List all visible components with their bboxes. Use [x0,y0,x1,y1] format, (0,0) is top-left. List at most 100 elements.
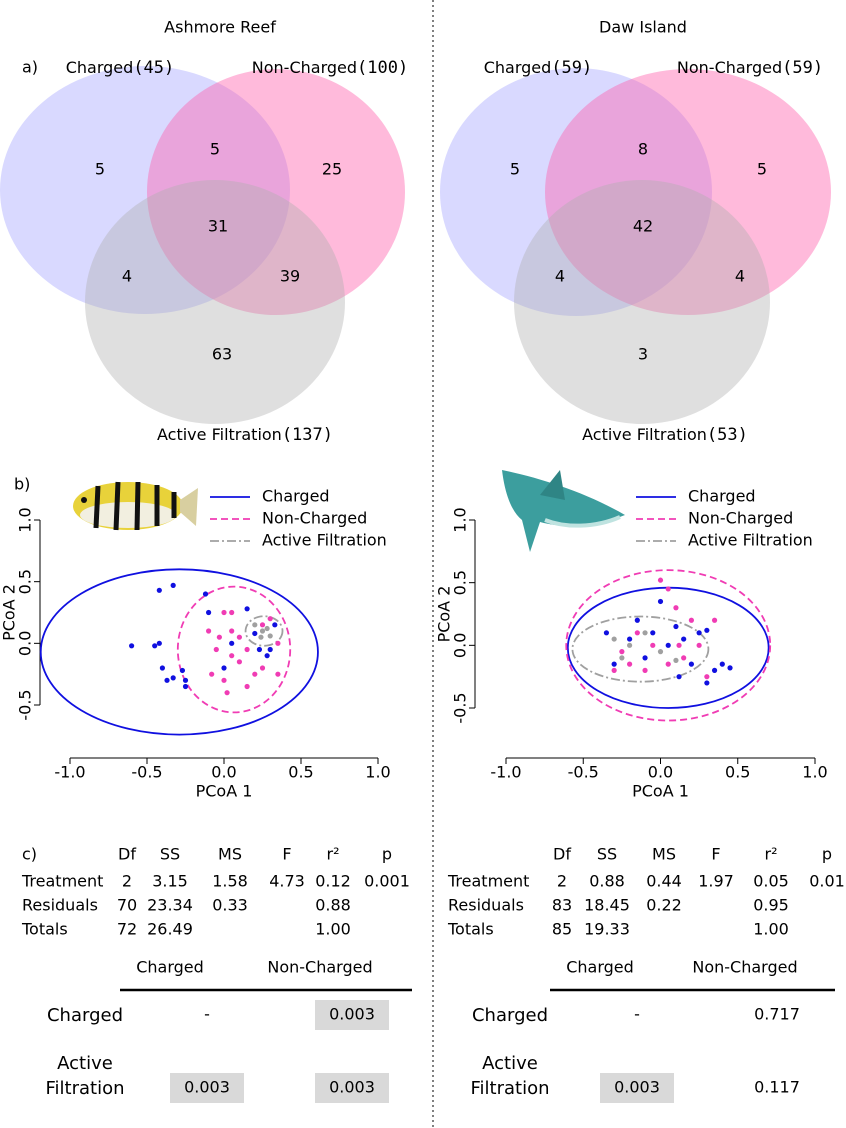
point [129,643,134,648]
point [160,665,165,670]
point [666,586,671,591]
point [171,583,176,588]
point [252,672,257,677]
panel-label: a) [22,58,38,77]
y-axis-label: PCoA 2 [0,584,19,641]
x-tick-label: -1.0 [54,763,85,782]
table-header: p [382,845,392,864]
table-header: p [822,845,832,864]
venn-count: 5 [95,160,105,179]
point [217,635,222,640]
point [171,675,176,680]
x-tick-label: 1.0 [365,763,390,782]
venn-count: 25 [322,160,342,179]
point [265,653,270,658]
table-cell: 1.00 [315,920,351,939]
venn-set-label: Active Filtration(137) [157,425,333,446]
table-cell: 19.33 [584,920,630,939]
point [268,616,273,621]
group-ellipse [41,569,318,734]
table-row-label: Residuals [448,896,524,915]
point [180,668,185,673]
set-count: (59) [551,58,592,78]
point [157,588,162,593]
point [245,647,250,652]
x-tick-label: -0.5 [568,763,599,782]
venn-count: 3 [638,345,648,364]
point [229,628,234,633]
pairwise-header: Charged [566,958,634,977]
table-cell: 0.001 [364,872,410,891]
table-cell: 2 [557,872,567,891]
y-tick-label: 1.0 [16,507,35,532]
table-cell: 0.88 [315,896,351,915]
point [214,647,219,652]
point [627,636,632,641]
pairwise-cell: 0.003 [329,1005,375,1024]
x-tick-label: -0.5 [131,763,162,782]
point [681,655,686,660]
pairwise-cell: 0.117 [754,1078,800,1097]
table-cell: 85 [552,920,572,939]
point [689,662,694,667]
point [183,684,188,689]
point [650,630,655,635]
table-cell: 0.01 [809,872,845,891]
point [658,599,663,604]
table-header: F [282,845,291,864]
point [164,678,169,683]
point [635,618,640,623]
pairwise-row-label: Active Filtration [455,1051,565,1101]
point [704,628,709,633]
legend-label: Active Filtration [688,531,813,550]
table-cell: 1.00 [753,920,789,939]
table-cell: 72 [117,920,137,939]
point [676,674,681,679]
x-axis-label: PCoA 1 [632,782,689,801]
point [260,628,265,633]
set-count: (45) [133,58,174,78]
table-row-label: Residuals [22,896,98,915]
venn-count: 4 [735,267,745,286]
table-header: SS [597,845,617,864]
table-header: F [711,845,720,864]
point [658,578,663,583]
point [712,618,717,623]
shark-illustration [502,470,625,552]
y-tick-label: -0.5 [451,692,470,723]
point [265,626,270,631]
point [157,641,162,646]
point [268,633,273,638]
venn-set-label: Charged(59) [484,58,593,79]
pairwise-header: Non-Charged [692,958,797,977]
legend-label: Non-Charged [688,509,793,528]
point [627,662,632,667]
point [237,635,242,640]
legend-label: Active Filtration [262,531,387,550]
site-title: Ashmore Reef [164,18,276,37]
point [275,641,280,646]
table-cell: 1.97 [698,872,734,891]
table-cell: 83 [552,896,572,915]
point [206,610,211,615]
set-name: Charged [484,58,552,77]
table-row-label: Treatment [447,872,529,891]
point [245,684,250,689]
group-ellipse [572,617,708,682]
point [229,610,234,615]
figure-canvas: a) b) c) Ashmore ReefCharged(45)Non-Char… [0,0,846,1128]
point [681,636,686,641]
table-header: MS [218,845,242,864]
point [275,672,280,677]
venn-count: 39 [280,267,300,286]
fish-illustration [73,482,198,530]
table-header: Df [118,845,136,864]
set-name: Charged [66,58,134,77]
point [268,647,273,652]
point [260,665,265,670]
legend-label: Non-Charged [262,509,367,528]
table-header: SS [160,845,180,864]
table-cell: 0.44 [646,872,682,891]
table-cell: 2 [122,872,132,891]
panel-label: c) [22,845,37,864]
